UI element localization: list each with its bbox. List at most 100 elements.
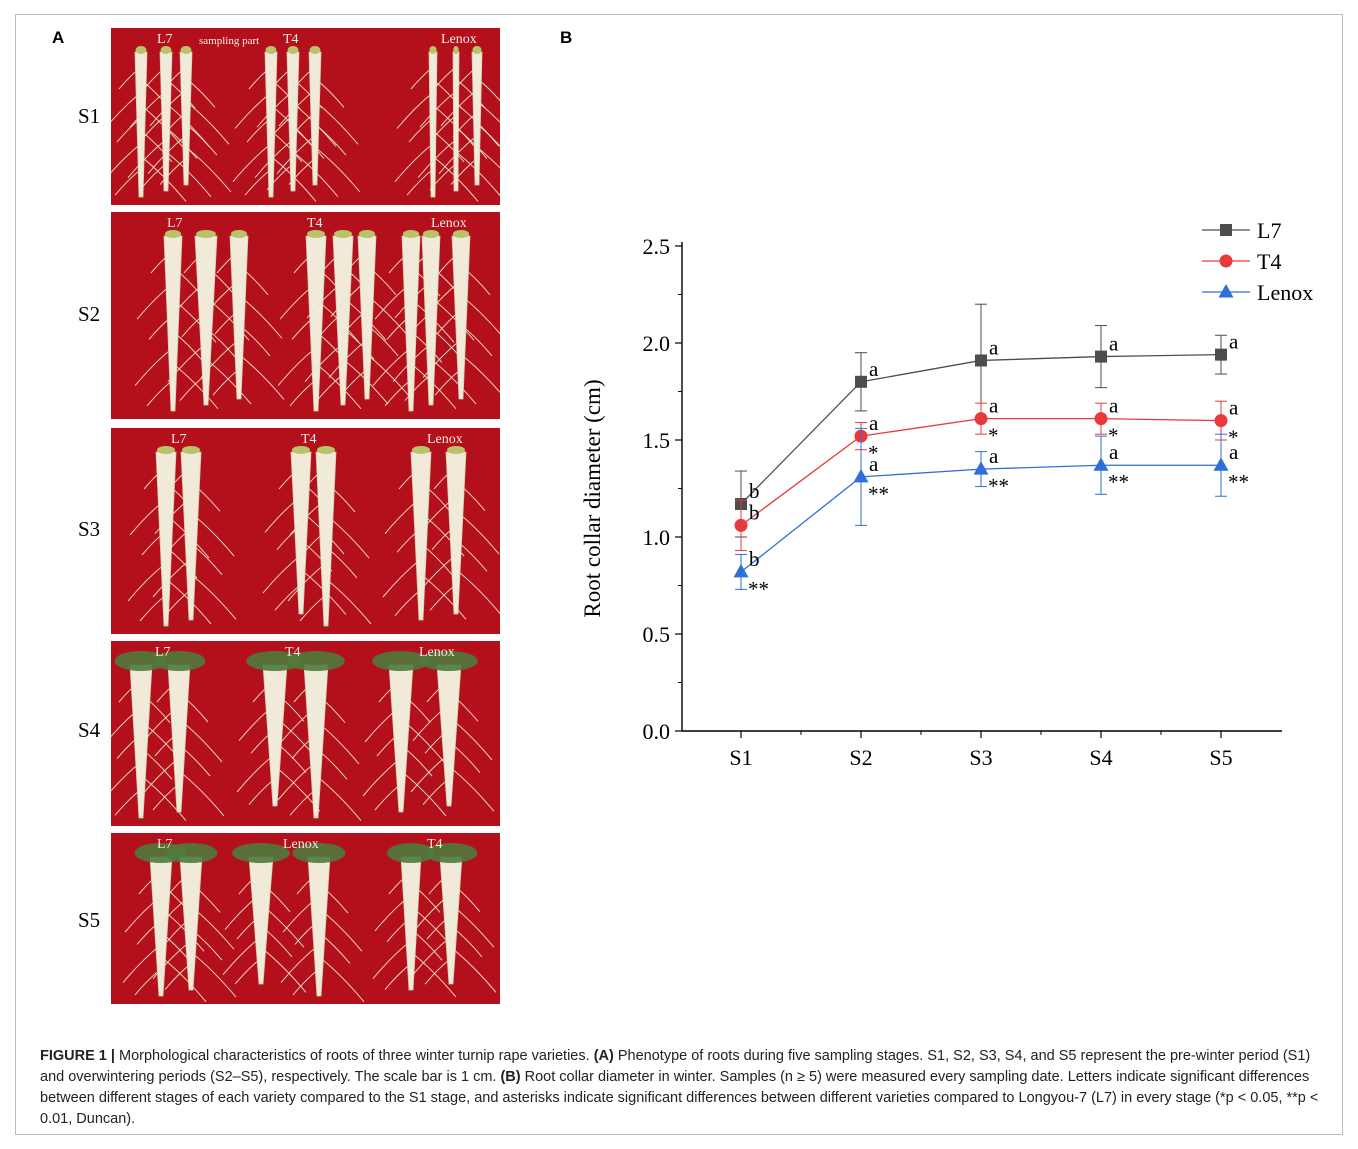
significance-stars: * [988,424,999,448]
data-point [1093,457,1109,471]
leaves [114,651,168,671]
significance-letter: a [1109,440,1119,464]
taproot [159,51,173,192]
leaves [232,843,290,863]
roots-illustration-s1 [111,46,500,202]
significance-letter: a [1229,330,1239,354]
fine-root [476,146,500,169]
root-photo-s5: L7 Lenox T4 [111,833,500,1004]
taproot [436,664,462,807]
significance-letter: a [989,335,999,359]
fine-root [292,127,325,159]
root-diameter-chart: 0.0 0.5 1.0 1.5 2.0 2.5 S1 S2 S3 S4 S5 Root collar … [580,218,1313,770]
y-tick-label: 0.5 [643,622,671,647]
root-plant [111,651,187,821]
crown [157,446,175,454]
significance-letter: a [869,411,879,435]
fine-root [111,143,142,174]
root-plant [362,651,447,817]
legend-marker [1220,224,1232,236]
root-plant [276,46,361,193]
crown [182,446,200,454]
crown [265,46,277,54]
root-photo-s4: L7 T4 Lenox [111,641,500,826]
fine-root [394,143,434,182]
fine-root [232,143,272,182]
fine-root [190,951,237,998]
taproot [452,51,460,192]
root-plant [200,230,285,400]
data-point [1215,348,1227,361]
figure-caption: FIGURE 1 | Morphological characteristics… [40,1046,1330,1130]
root-plant [422,230,500,400]
fine-root [127,562,167,602]
significance-letter: a [989,444,999,468]
panel-a-label: A [52,28,65,47]
photo-label: L7 [157,32,173,47]
taproot [134,51,148,198]
photo-label: L7 [155,645,171,660]
fine-root [140,757,180,797]
fine-root [260,947,307,993]
roots-illustration-s4 [111,651,495,821]
data-point [1094,412,1108,426]
taproot [262,664,288,807]
fine-root [315,363,362,410]
legend-label: T4 [1257,249,1281,274]
fine-root [406,168,434,196]
data-point [1095,350,1107,363]
fine-root [430,358,477,405]
leaves [287,651,345,671]
data-point [1213,457,1229,471]
fine-root [185,100,230,145]
root-plant [111,46,187,202]
root-plant [277,651,362,821]
significance-stars: * [868,441,879,465]
root-plant [382,446,467,621]
significance-letter: a [1109,394,1119,418]
root-photo-s1: L7 sampling part T4 Lenox [111,28,500,205]
roots-illustration-s3 [127,446,500,627]
taproot [308,51,322,186]
photo-label: Lenox [431,216,467,231]
taproot [305,235,327,412]
fine-root [178,770,225,817]
root-plant [372,843,457,998]
fine-root [408,117,434,143]
y-tick-label: 1.5 [643,428,671,453]
leaves [246,651,304,671]
legend-label: L7 [1257,218,1281,243]
fine-root [172,363,219,410]
taproot [332,235,354,406]
fine-root [244,168,272,196]
photo-label: Lenox [441,32,477,47]
crown [453,46,459,54]
root-plant [254,46,339,198]
root-plant [152,843,237,998]
data-point [733,563,749,578]
x-tick-label: S5 [1209,745,1232,770]
caption-text: Root collar diameter in winter. Samples … [40,1069,1319,1127]
fine-root [160,956,207,1003]
taproot [286,51,300,192]
root-plant [417,446,500,615]
leaves [420,651,478,671]
fine-root [433,66,457,90]
taproot [428,51,438,198]
fine-root [114,168,142,196]
significance-stars: ** [868,482,889,506]
y-axis-label: Root collar diameter (cm) [580,379,605,617]
photo-label: T4 [301,432,317,447]
significance-stars: ** [988,474,1009,498]
root-plant [280,843,365,1003]
fine-root [366,354,413,400]
y-tick-label: 1.0 [643,525,671,550]
x-tick-label: S3 [969,745,992,770]
caption-text: Phenotype of roots during five sampling … [40,1048,1311,1085]
crown [358,230,376,238]
crown [196,230,216,238]
fine-root [274,583,302,611]
leaves [424,843,478,863]
photo-label: T4 [427,837,443,852]
data-point [1214,414,1228,428]
